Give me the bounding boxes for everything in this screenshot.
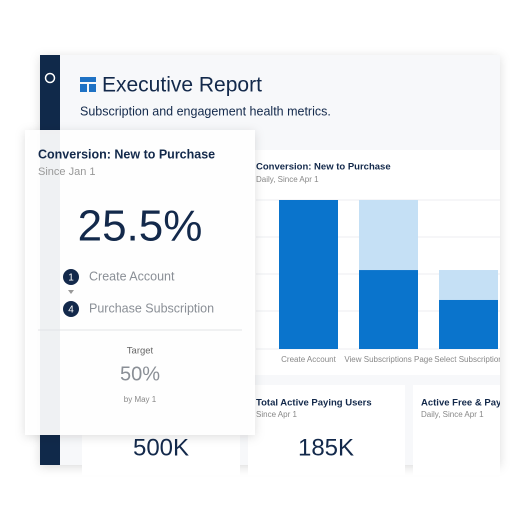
sidebar-icon[interactable] — [44, 72, 56, 84]
bar-segment — [359, 270, 418, 349]
card-subtitle: Since Apr 1 — [256, 410, 297, 419]
card-subtitle: Daily, Since Apr 1 — [421, 410, 484, 419]
target-label: Target — [127, 346, 154, 357]
card-value: 500K — [133, 434, 189, 461]
page-title: Executive Report — [102, 74, 262, 97]
page-subtitle: Subscription and engagement health metri… — [80, 104, 331, 118]
step-number: 4 — [68, 305, 74, 316]
step-arrow — [68, 290, 74, 294]
step-label: Create Account — [89, 269, 175, 283]
bar-segment — [279, 200, 338, 349]
chart-subtitle: Daily, Since Apr 1 — [256, 175, 319, 184]
overlay-value: 25.5% — [78, 202, 203, 251]
x-tick-label: Create Account — [281, 355, 336, 364]
x-tick-label: View Subscriptions Page — [344, 355, 433, 364]
step-badge — [63, 269, 79, 285]
target-date: by May 1 — [124, 395, 157, 404]
chart-card: Conversion: New to Purchase Daily, Since… — [248, 150, 502, 375]
card-title: Total Active Paying Users — [256, 398, 372, 409]
chart-title: Conversion: New to Purchase — [256, 162, 391, 173]
bar-segment — [359, 200, 418, 271]
target-value: 50% — [120, 363, 160, 385]
step-label: Purchase Subscription — [89, 301, 214, 315]
step-number: 1 — [68, 273, 74, 284]
card — [413, 385, 500, 475]
card-value: 185K — [298, 434, 354, 461]
overlay-bg — [25, 130, 255, 435]
overlay-subtitle: Since Jan 1 — [38, 166, 95, 178]
card-title: Active Free & Paying — [421, 398, 516, 409]
card — [248, 385, 405, 475]
bar-segment — [439, 299, 498, 349]
x-tick-label: Select Subscription — [434, 355, 502, 364]
header-icon — [80, 77, 96, 92]
overlay-card: Conversion: New to Purchase Since Jan 1 … — [25, 130, 255, 435]
overlay-title: Conversion: New to Purchase — [38, 147, 215, 161]
bar-segment — [439, 270, 498, 300]
step-badge — [63, 301, 79, 317]
